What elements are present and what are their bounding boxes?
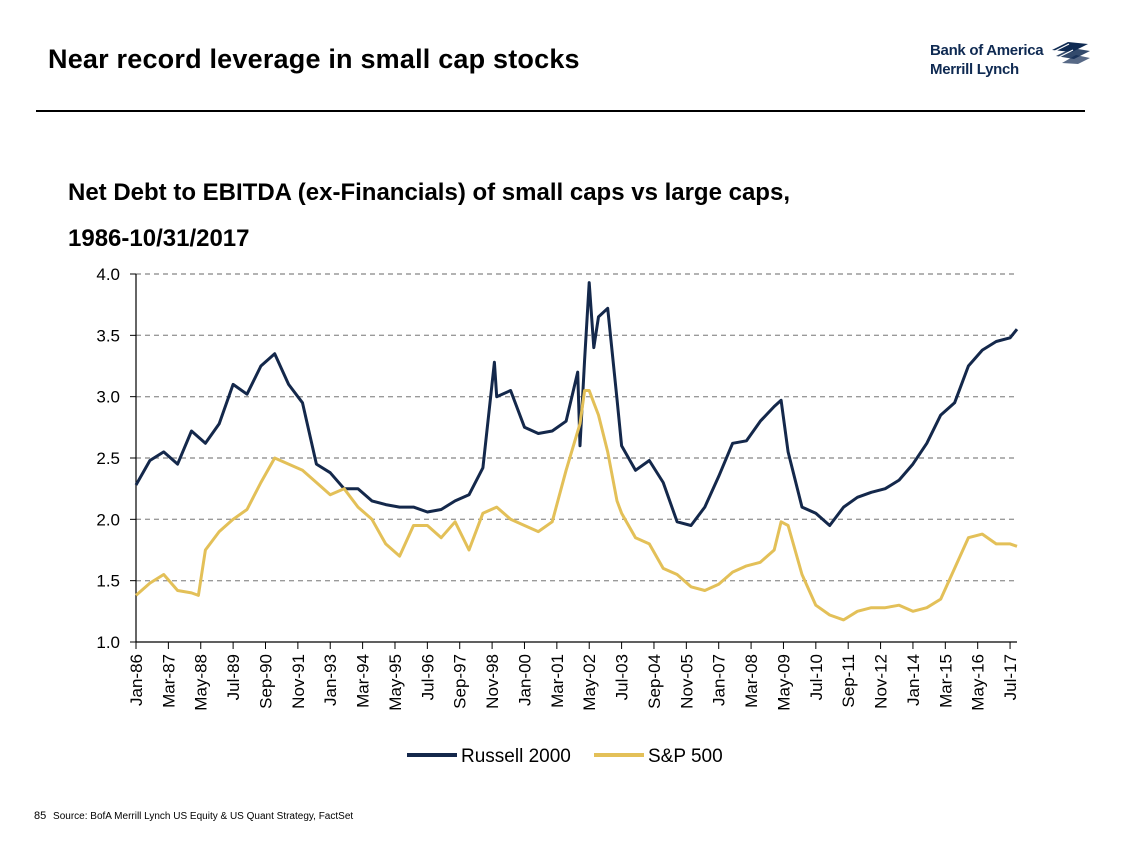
x-tick-label: May-09 — [774, 654, 793, 711]
title-rule — [36, 110, 1085, 112]
y-tick-label: 1.0 — [96, 633, 120, 652]
logo-line1: Bank of America — [930, 42, 1044, 59]
gridlines — [136, 273, 1017, 582]
legend-label: Russell 2000 — [461, 746, 571, 767]
x-tick-label: Jan-93 — [321, 654, 340, 706]
x-tick-label: Mar-94 — [354, 654, 373, 708]
series-line-0 — [134, 281, 1019, 527]
chart-title-line2: 1986-10/31/2017 — [68, 225, 250, 252]
flag-icon — [1052, 42, 1090, 64]
x-tick-label: Sep-04 — [645, 654, 664, 709]
page-number: 85 — [34, 810, 47, 822]
slide-title: Near record leverage in small cap stocks — [48, 44, 580, 74]
x-tick-label: Sep-90 — [256, 654, 275, 709]
y-tick-label: 2.5 — [96, 449, 120, 468]
x-tick-label: Jul-96 — [418, 654, 437, 700]
x-tick-label: Jul-89 — [224, 654, 243, 700]
y-tick-label: 4.0 — [96, 265, 120, 284]
x-tick-label: Nov-91 — [289, 654, 308, 709]
bank-of-america-merrill-lynch-logo: Bank of America Merrill Lynch — [930, 42, 1090, 86]
x-tick-label: Nov-05 — [677, 654, 696, 709]
x-tick-label: Jan-07 — [710, 654, 729, 706]
x-tick-label: Nov-12 — [872, 654, 891, 709]
legend: Russell 2000 S&P 500 — [407, 746, 723, 767]
source-note: Source: BofA Merrill Lynch US Equity & U… — [53, 811, 354, 822]
x-tick-label: Jul-10 — [807, 654, 826, 700]
x-tick-label: Nov-98 — [483, 654, 502, 709]
series-lines — [134, 281, 1019, 622]
chart-title: Net Debt to EBITDA (ex-Financials) of sm… — [68, 170, 790, 262]
x-tick-label: May-95 — [386, 654, 405, 711]
y-tick-label: 3.0 — [96, 388, 120, 407]
x-tick-label: Mar-15 — [936, 654, 955, 708]
logo-line2: Merrill Lynch — [930, 61, 1019, 78]
series-line-1 — [135, 389, 1018, 622]
x-tick-label: Sep-11 — [839, 654, 858, 708]
legend-label: S&P 500 — [648, 746, 723, 767]
x-tick-label: Mar-08 — [742, 654, 761, 708]
x-tick-label: May-02 — [580, 654, 599, 711]
footer: 85 Source: BofA Merrill Lynch US Equity … — [34, 810, 353, 822]
y-tick-label: 3.5 — [96, 326, 120, 345]
axes: 1.0 1.5 2.0 2.5 3.0 3.5 4.0 Jan-86 Mar-87 May-88 J… — [96, 265, 1020, 711]
x-tick-label: Jan-00 — [515, 654, 534, 706]
x-tick-label: Sep-97 — [451, 654, 470, 709]
chart-title-line1: Net Debt to EBITDA (ex-Financials) of sm… — [68, 179, 790, 206]
x-tick-label: Mar-01 — [548, 654, 567, 708]
x-tick-label: Jul-03 — [613, 654, 632, 700]
x-tick-label: Mar-87 — [159, 654, 178, 708]
x-tick-label: Jan-86 — [127, 654, 146, 706]
x-tick-label: Jul-17 — [1001, 654, 1020, 700]
x-tick-label: May-88 — [192, 654, 211, 711]
y-tick-label: 2.0 — [96, 510, 120, 529]
x-tick-label: May-16 — [969, 654, 988, 711]
x-tick-label: Jan-14 — [904, 654, 923, 706]
y-tick-label: 1.5 — [96, 572, 120, 591]
